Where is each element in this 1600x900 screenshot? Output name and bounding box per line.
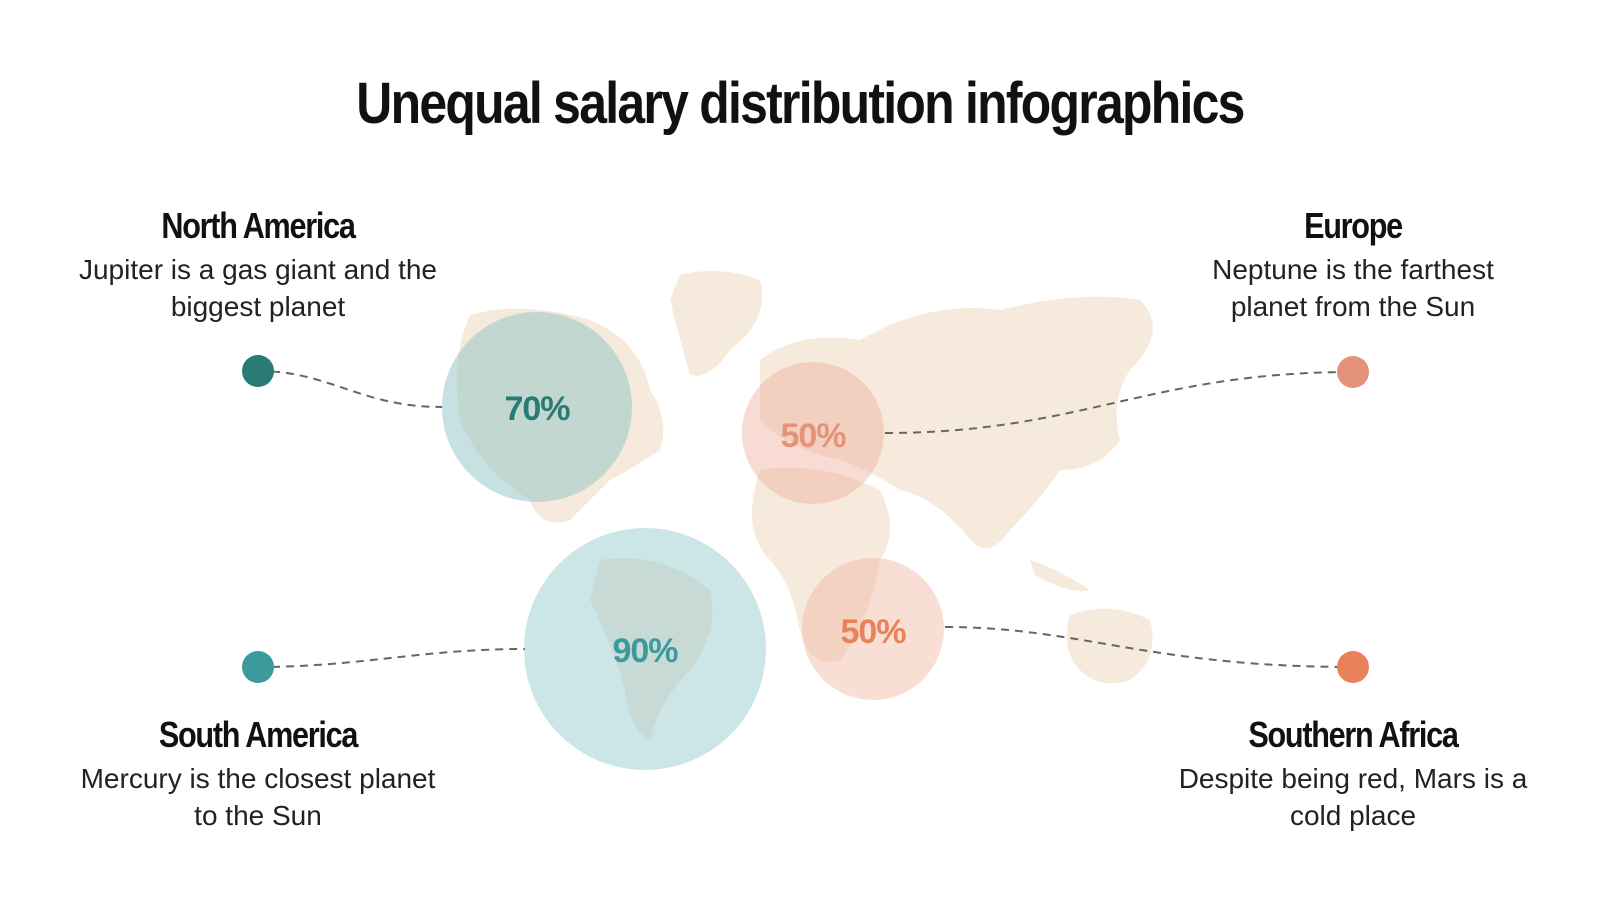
greenland-shape <box>670 271 762 376</box>
southern-africa-block: Southern Africa Despite being red, Mars … <box>1173 714 1533 834</box>
region-name: Southern Africa <box>1248 714 1459 755</box>
north-america-block: North America Jupiter is a gas giant and… <box>78 205 438 325</box>
africa-shape <box>752 467 890 662</box>
north-america-dot <box>242 355 274 387</box>
region-description: Jupiter is a gas giant and the biggest p… <box>78 254 437 322</box>
region-description: Despite being red, Mars is a cold place <box>1178 763 1528 831</box>
page-title: Unequal salary distribution infographics <box>356 71 1245 136</box>
south-america-shape <box>590 558 713 740</box>
europe-dot <box>1337 356 1369 388</box>
south-america-value: 90% <box>612 632 678 670</box>
north-america-value: 70% <box>504 390 570 428</box>
south-america-bubble <box>524 528 766 770</box>
indonesia-shape <box>1030 560 1090 591</box>
connector-lines <box>257 370 1354 668</box>
south-america-dot <box>242 651 274 683</box>
australia-shape <box>1066 608 1153 684</box>
region-description: Mercury is the closest planet to the Sun <box>80 763 436 831</box>
region-name: Europe <box>1304 205 1403 246</box>
europe-value: 50% <box>780 417 846 455</box>
europe-connector <box>884 371 1354 434</box>
south-america-connector <box>257 648 526 668</box>
region-name: South America <box>158 714 359 755</box>
europe-bubble <box>742 362 884 504</box>
south-america-block: South America Mercury is the closest pla… <box>78 714 438 834</box>
region-name: North America <box>161 205 355 246</box>
europe-block: Europe Neptune is the farthest planet fr… <box>1173 205 1533 325</box>
north-america-bubble <box>442 312 632 502</box>
eurasia-shape <box>760 296 1153 548</box>
southern-africa-value: 50% <box>840 613 906 651</box>
north-america-connector <box>257 370 443 408</box>
region-description: Neptune is the farthest planet from the … <box>1212 254 1494 322</box>
southern-africa-bubble <box>802 558 944 700</box>
southern-africa-dot <box>1337 651 1369 683</box>
